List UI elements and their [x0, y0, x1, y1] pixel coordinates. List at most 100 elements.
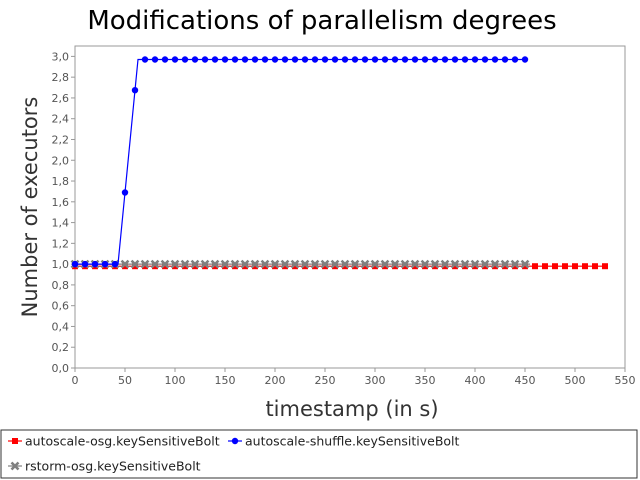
x-tick-label: 400	[465, 374, 486, 387]
data-point	[511, 56, 519, 63]
data-point	[481, 56, 489, 63]
data-point	[191, 56, 199, 63]
data-point	[592, 263, 598, 270]
y-tick-label: 0,0	[52, 362, 70, 375]
data-point	[291, 56, 299, 63]
x-tick-label: 50	[118, 374, 132, 387]
data-point	[130, 259, 140, 269]
data-point	[170, 259, 180, 269]
data-point	[460, 259, 470, 269]
data-point	[371, 56, 379, 63]
data-point	[431, 56, 439, 63]
data-point	[340, 259, 350, 269]
data-point	[420, 259, 430, 269]
data-point	[91, 260, 99, 268]
x-axis-ticks: 0 50 100 150 200 250 300 350 400 450 500 550	[72, 368, 636, 387]
data-point	[451, 56, 459, 63]
data-point	[252, 263, 258, 270]
data-point	[200, 259, 210, 269]
data-point	[141, 56, 149, 63]
data-point	[300, 259, 310, 269]
data-point	[432, 263, 438, 270]
y-axis-label: Number of executors	[18, 97, 42, 318]
data-point	[81, 260, 89, 268]
legend-label: autoscale-shuffle.keySensitiveBolt	[245, 434, 460, 449]
data-point	[231, 56, 239, 63]
data-point	[161, 56, 169, 63]
data-point	[381, 56, 389, 63]
data-point	[250, 259, 260, 269]
data-point	[430, 259, 440, 269]
data-point	[410, 259, 420, 269]
data-point	[302, 263, 308, 270]
data-point	[522, 263, 528, 270]
data-point	[390, 259, 400, 269]
data-point	[331, 56, 339, 63]
y-tick-label: 2,0	[52, 154, 70, 167]
data-point	[401, 56, 409, 63]
data-point	[210, 259, 220, 269]
series-rstorm-osg.keySensitiveBolt	[70, 259, 530, 269]
data-point	[442, 263, 448, 270]
data-point	[321, 56, 329, 63]
data-point	[280, 259, 290, 269]
data-point	[341, 56, 349, 63]
data-point	[421, 56, 429, 63]
x-tick-label: 0	[72, 374, 79, 387]
data-point	[360, 259, 370, 269]
data-point	[212, 263, 218, 270]
data-point	[461, 56, 469, 63]
legend-marker	[12, 438, 18, 444]
data-point	[142, 263, 148, 270]
y-tick-label: 0,8	[52, 279, 70, 292]
data-point	[160, 259, 170, 269]
legend-item: autoscale-shuffle.keySensitiveBolt	[228, 434, 460, 449]
data-point	[422, 263, 428, 270]
y-tick-label: 1,8	[52, 175, 70, 188]
x-tick-label: 250	[315, 374, 336, 387]
data-point	[491, 56, 499, 63]
data-point	[462, 263, 468, 270]
data-point	[262, 263, 268, 270]
data-point	[180, 259, 190, 269]
data-point	[532, 263, 538, 270]
data-point	[301, 56, 309, 63]
data-point	[441, 56, 449, 63]
data-point	[311, 56, 319, 63]
data-point	[552, 263, 558, 270]
data-point	[140, 259, 150, 269]
data-point	[190, 259, 200, 269]
data-point	[221, 56, 229, 63]
data-point	[392, 263, 398, 270]
data-point	[260, 259, 270, 269]
x-tick-label: 350	[415, 374, 436, 387]
data-point	[380, 259, 390, 269]
data-point	[120, 259, 130, 269]
data-point	[502, 263, 508, 270]
data-point	[452, 263, 458, 270]
data-point	[501, 56, 509, 63]
legend-marker	[10, 461, 20, 471]
data-point	[482, 263, 488, 270]
data-point	[472, 263, 478, 270]
data-point	[111, 260, 119, 268]
y-tick-label: 0,2	[52, 341, 70, 354]
data-point	[310, 259, 320, 269]
data-point	[172, 263, 178, 270]
data-point	[391, 56, 399, 63]
y-axis-ticks: 0,0 0,2 0,4 0,6 0,8 1,0 1,2 1,4 1,6 1,8 2,0 2,2 2,4 2…	[52, 50, 75, 375]
legend: autoscale-osg.keySensitiveBolt autoscale-…	[8, 434, 460, 474]
data-point	[71, 260, 79, 268]
data-point	[520, 259, 530, 269]
data-point	[362, 263, 368, 270]
y-tick-label: 1,0	[52, 258, 70, 271]
data-point	[480, 259, 490, 269]
data-point	[412, 263, 418, 270]
data-point	[230, 259, 240, 269]
data-point	[330, 259, 340, 269]
x-tick-label: 450	[515, 374, 536, 387]
data-point	[202, 263, 208, 270]
data-point	[372, 263, 378, 270]
data-point	[402, 263, 408, 270]
